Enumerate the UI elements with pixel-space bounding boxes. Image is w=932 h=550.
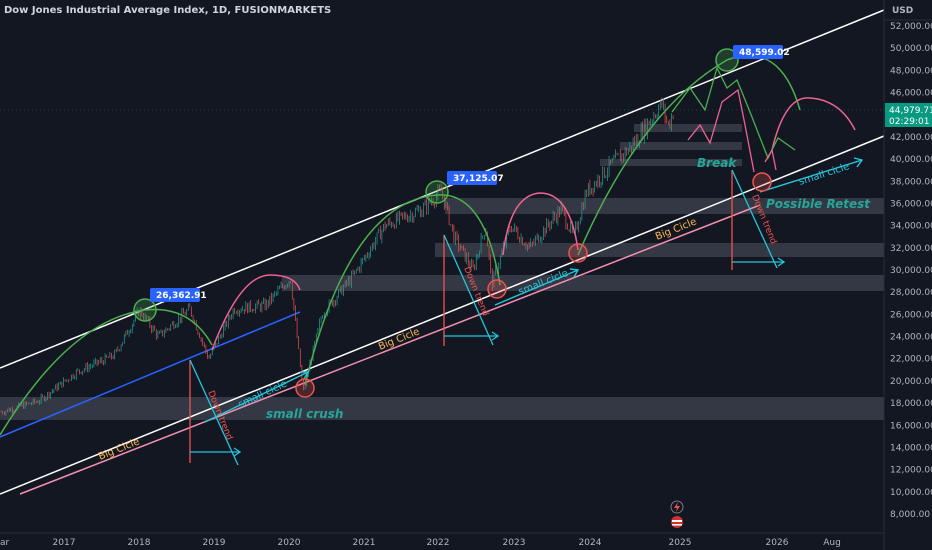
arc-green-1 (0, 308, 213, 436)
y-tick-label: 20,000.00 (890, 377, 932, 387)
y-tick-label: 38,000.00 (890, 177, 932, 187)
y-tick-label: 32,000.00 (890, 244, 932, 254)
y-tick-label: 48,000.00 (890, 66, 932, 76)
channel-upper-line (0, 9, 885, 369)
y-tick-label: 46,000.00 (890, 89, 932, 99)
projections (671, 66, 796, 173)
channel-lower-line (0, 135, 885, 495)
pivot-low-2020 (295, 378, 315, 398)
x-tick-label: ar (0, 538, 10, 548)
peak-label-1: 26,362.91 (156, 291, 207, 301)
y-tick-label: 28,000.00 (890, 288, 932, 298)
y-tick-label: 10,000.00 (890, 488, 932, 498)
y-tick-label: 40,000.00 (890, 155, 932, 165)
arc-green-3 (577, 54, 801, 256)
zone-40k (600, 159, 742, 166)
projection-red-2 (764, 148, 777, 171)
y-tick-label: 36,000.00 (890, 199, 932, 209)
price-badge: 44,979.71 02:29:01 (885, 103, 932, 127)
y-axis: 52,000.00 50,000.00 48,000.00 46,000.00 42,0… (890, 22, 932, 520)
projection-red (687, 88, 755, 173)
arc-pink-2 (502, 192, 579, 256)
y-tick-label: 14,000.00 (890, 443, 932, 453)
x-tick-label: 2022 (427, 538, 450, 548)
y-tick-label: 52,000.00 (890, 22, 932, 32)
y-axis-panel[interactable] (884, 0, 932, 550)
x-tick-label: 2021 (353, 538, 376, 548)
x-axis: ar 2017 2018 2019 2020 2021 2022 2023 2024 2025 20… (0, 538, 841, 548)
zone-41k (620, 142, 742, 150)
x-tick-label: 2020 (278, 538, 301, 548)
pivot-circles (133, 48, 772, 398)
peak-label-bg-3 (733, 45, 783, 59)
possible-retest-label: Possible Retest (766, 197, 871, 211)
peak-label-bg-1 (150, 288, 200, 302)
pivot-top-2022 (425, 180, 449, 204)
break-label: Break (697, 156, 737, 170)
candles (0, 97, 674, 416)
y-tick-label: 24,000.00 (890, 333, 932, 343)
arcs (0, 54, 856, 436)
zone-18k (0, 397, 884, 420)
downtrend-markers (189, 169, 786, 466)
x-tick-label: 2018 (128, 538, 151, 548)
small-crush-label: small crush (266, 407, 343, 421)
peak-label-2: 37,125.07 (453, 174, 504, 184)
channel-lines (0, 9, 885, 495)
pivot-low-2023 (568, 243, 588, 263)
peak-label-bg-2 (447, 171, 497, 185)
pivot-low-2022 (487, 279, 507, 299)
y-tick-label: 30,000.00 (890, 266, 932, 276)
y-tick-label: 12,000.00 (890, 466, 932, 476)
pivot-low-2026 (752, 172, 772, 192)
arc-green-2 (304, 194, 501, 386)
y-tick-label: 8,000.00 (890, 510, 930, 520)
currency-label: USD (892, 6, 913, 16)
big-cicle-line (19, 204, 761, 495)
peak-label-3: 48,599.02 (739, 48, 790, 58)
x-tick-label: 2026 (766, 538, 789, 548)
x-tick-label: 2023 (503, 538, 526, 548)
pivot-top-2025 (715, 48, 739, 72)
zone-36k (445, 198, 884, 214)
zone-32k (435, 243, 884, 257)
x-tick-label: 2017 (53, 538, 76, 548)
x-tick-label: Aug (823, 538, 841, 548)
small-cicle-arrows (204, 157, 864, 423)
y-tick-label: 16,000.00 (890, 421, 932, 431)
price-badge-countdown: 02:29:01 (889, 117, 929, 127)
y-tick-label: 42,000.00 (890, 133, 932, 143)
chart-title: Dow Jones Industrial Average Index, 1D, … (4, 5, 332, 16)
y-tick-label: 26,000.00 (890, 310, 932, 320)
peak-labels: 26,362.91 37,125.07 48,599.02 (150, 45, 790, 302)
arc-pink-3 (771, 97, 856, 151)
price-badge-value: 44,979.71 (889, 106, 932, 116)
y-tick-label: 18,000.00 (890, 399, 932, 409)
flash-icon (670, 500, 684, 514)
bottom-icons[interactable] (670, 500, 684, 528)
projection-green (671, 66, 796, 160)
x-tick-label: 2024 (579, 538, 602, 548)
zone-43k (634, 124, 742, 132)
arc-pink-1 (211, 274, 301, 351)
pivot-top-2018 (133, 298, 157, 322)
zone-29k (282, 275, 884, 291)
x-tick-label: 2025 (669, 538, 692, 548)
x-tick-label: 2019 (203, 538, 226, 548)
blue-support-line (0, 311, 301, 438)
y-tick-label: 34,000.00 (890, 222, 932, 232)
y-tick-label: 22,000.00 (890, 355, 932, 365)
y-tick-label: 50,000.00 (890, 44, 932, 54)
